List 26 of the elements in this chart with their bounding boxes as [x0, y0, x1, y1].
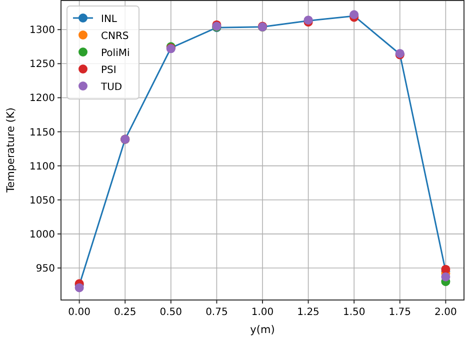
- x-tick-label: 2.00: [434, 307, 457, 318]
- y-tick-label: 950: [36, 263, 55, 274]
- point: [441, 272, 450, 282]
- x-tick-label: 1.50: [342, 307, 366, 318]
- y-tick-label: 1300: [30, 25, 55, 36]
- legend-label: PSI: [101, 65, 116, 76]
- x-axis-title: y(m): [250, 324, 275, 336]
- y-tick-label: 1050: [30, 195, 55, 206]
- legend-label: PoliMi: [101, 48, 130, 59]
- x-tick-label: 0.75: [206, 307, 228, 318]
- legend-label: CNRS: [101, 31, 129, 42]
- x-tick-label: 1.25: [297, 307, 320, 318]
- y-tick-label: 1000: [30, 229, 55, 240]
- y-tick-label: 1150: [30, 127, 55, 138]
- x-tick-label: 0.00: [68, 307, 90, 318]
- y-tick-label: 1100: [30, 161, 55, 172]
- point: [74, 283, 84, 292]
- legend-label: INL: [101, 14, 118, 25]
- y-axis-title: Temperature (K): [5, 108, 17, 194]
- legend-label: TUD: [100, 82, 122, 93]
- y-tick-label: 1250: [30, 59, 55, 70]
- x-tick-label: 1.00: [251, 307, 274, 318]
- x-tick-label: 0.50: [160, 307, 182, 318]
- y-tick-label: 1200: [30, 93, 55, 104]
- x-tick-label: 1.75: [388, 307, 412, 318]
- x-tick-label: 0.25: [114, 307, 136, 318]
